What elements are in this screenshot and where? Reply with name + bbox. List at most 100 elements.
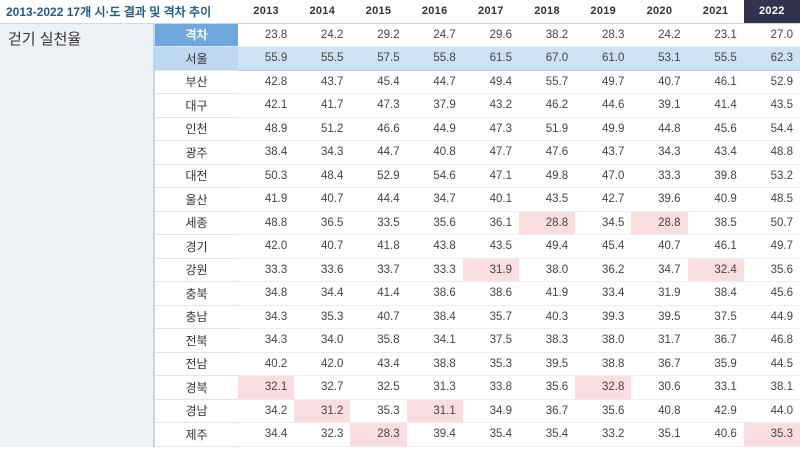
value-cell: 41.8 xyxy=(350,235,407,259)
value-cell: 44.4 xyxy=(350,188,407,212)
value-cell: 24.7 xyxy=(406,23,463,47)
value-cell: 38.8 xyxy=(575,352,632,376)
value-cell: 38.1 xyxy=(743,376,800,400)
value-cell: 34.2 xyxy=(238,399,295,423)
value-cell: 47.3 xyxy=(462,117,519,141)
value-cell: 34.8 xyxy=(238,282,295,306)
value-cell: 38.6 xyxy=(462,282,519,306)
value-cell: 44.9 xyxy=(743,305,800,329)
value-cell: 31.7 xyxy=(631,329,688,353)
table-row: 세종 48.8 36.5 33.5 35.6 36.1 28.8 34.5 28.8 38.5 50… xyxy=(0,211,800,235)
value-cell: 44.6 xyxy=(575,94,632,118)
value-cell: 67.0 xyxy=(518,47,576,71)
year-header: 2020 xyxy=(631,0,688,24)
value-cell: 36.5 xyxy=(294,211,351,235)
value-cell: 34.3 xyxy=(238,305,295,329)
region-label: 경남 xyxy=(155,399,239,423)
value-cell: 37.5 xyxy=(462,329,519,353)
value-cell: 50.3 xyxy=(238,164,295,188)
value-cell: 48.8 xyxy=(743,141,800,165)
value-cell: 32.7 xyxy=(294,376,351,400)
value-cell: 39.6 xyxy=(631,188,688,212)
region-label: 경기 xyxy=(155,235,239,259)
value-cell: 24.2 xyxy=(294,23,351,47)
value-cell: 43.5 xyxy=(462,235,519,259)
value-cell: 49.7 xyxy=(743,235,800,259)
value-cell: 35.1 xyxy=(631,423,688,447)
value-cell: 34.4 xyxy=(238,423,295,447)
value-cell: 39.4 xyxy=(406,423,463,447)
value-cell: 48.5 xyxy=(743,188,800,212)
value-cell: 33.7 xyxy=(350,258,407,282)
region-label: 격차 xyxy=(155,23,239,47)
value-cell: 49.4 xyxy=(462,70,519,94)
value-cell: 32.8 xyxy=(575,376,632,400)
value-cell: 35.7 xyxy=(462,305,519,329)
value-cell: 46.6 xyxy=(350,117,407,141)
value-cell: 47.7 xyxy=(462,141,519,165)
value-cell: 42.7 xyxy=(575,188,632,212)
value-cell: 33.6 xyxy=(294,258,351,282)
region-label: 세종 xyxy=(155,211,239,235)
value-cell: 55.9 xyxy=(238,47,295,71)
value-cell: 48.9 xyxy=(238,117,295,141)
value-cell: 34.3 xyxy=(631,141,688,165)
value-cell: 52.9 xyxy=(350,164,407,188)
year-header: 2021 xyxy=(687,0,744,24)
value-cell: 32.3 xyxy=(294,423,351,447)
value-cell: 33.5 xyxy=(350,211,407,235)
value-cell: 40.6 xyxy=(687,423,744,447)
region-label: 부산 xyxy=(155,70,239,94)
value-cell: 52.9 xyxy=(743,70,800,94)
value-cell: 35.9 xyxy=(687,352,744,376)
table-row: 전북 34.3 34.0 35.8 34.1 37.5 38.3 38.0 31.7 36.7 46… xyxy=(0,329,800,353)
value-cell: 36.2 xyxy=(575,258,632,282)
value-cell: 55.7 xyxy=(518,70,576,94)
year-header: 2022 xyxy=(743,0,800,24)
value-cell: 31.3 xyxy=(406,376,463,400)
value-cell: 38.4 xyxy=(406,305,463,329)
value-cell: 28.3 xyxy=(575,23,632,47)
value-cell: 55.8 xyxy=(406,47,463,71)
value-cell: 43.5 xyxy=(518,188,576,212)
value-cell: 38.2 xyxy=(518,23,576,47)
value-cell: 42.0 xyxy=(294,352,351,376)
value-cell: 33.4 xyxy=(575,282,632,306)
value-cell: 42.0 xyxy=(238,235,295,259)
value-cell: 43.7 xyxy=(294,70,351,94)
value-cell: 38.0 xyxy=(575,329,632,353)
value-cell: 41.7 xyxy=(294,94,351,118)
value-cell: 35.6 xyxy=(743,258,800,282)
value-cell: 33.2 xyxy=(575,423,632,447)
region-label: 제주 xyxy=(155,423,239,447)
value-cell: 29.6 xyxy=(462,23,519,47)
table-row: 제주 34.4 32.3 28.3 39.4 35.4 35.4 33.2 35.1 40.6 35… xyxy=(0,423,800,447)
value-cell: 40.7 xyxy=(294,235,351,259)
value-cell: 38.6 xyxy=(406,282,463,306)
value-cell: 42.8 xyxy=(238,70,295,94)
value-cell: 41.9 xyxy=(518,282,576,306)
value-cell: 34.7 xyxy=(406,188,463,212)
value-cell: 40.3 xyxy=(518,305,576,329)
region-label: 서울 xyxy=(155,47,239,71)
value-cell: 37.9 xyxy=(406,94,463,118)
value-cell: 32.4 xyxy=(687,258,744,282)
section-label: 걷기 실천율 xyxy=(0,23,156,447)
value-cell: 39.1 xyxy=(631,94,688,118)
value-cell: 54.6 xyxy=(406,164,463,188)
value-cell: 45.4 xyxy=(575,235,632,259)
value-cell: 44.8 xyxy=(631,117,688,141)
value-cell: 46.2 xyxy=(518,94,576,118)
value-cell: 34.1 xyxy=(406,329,463,353)
value-cell: 44.9 xyxy=(406,117,463,141)
region-label: 경북 xyxy=(155,376,239,400)
value-cell: 24.2 xyxy=(631,23,688,47)
value-cell: 39.5 xyxy=(631,305,688,329)
table-row: 경북 32.1 32.7 32.5 31.3 33.8 35.6 32.8 30.6 33.1 38… xyxy=(0,376,800,400)
value-cell: 62.3 xyxy=(743,47,800,71)
value-cell: 44.7 xyxy=(406,70,463,94)
value-cell: 61.5 xyxy=(462,47,519,71)
value-cell: 40.8 xyxy=(406,141,463,165)
value-cell: 35.3 xyxy=(350,399,407,423)
table-row: 부산 42.8 43.7 45.4 44.7 49.4 55.7 49.7 40.7 46.1 52… xyxy=(0,70,800,94)
